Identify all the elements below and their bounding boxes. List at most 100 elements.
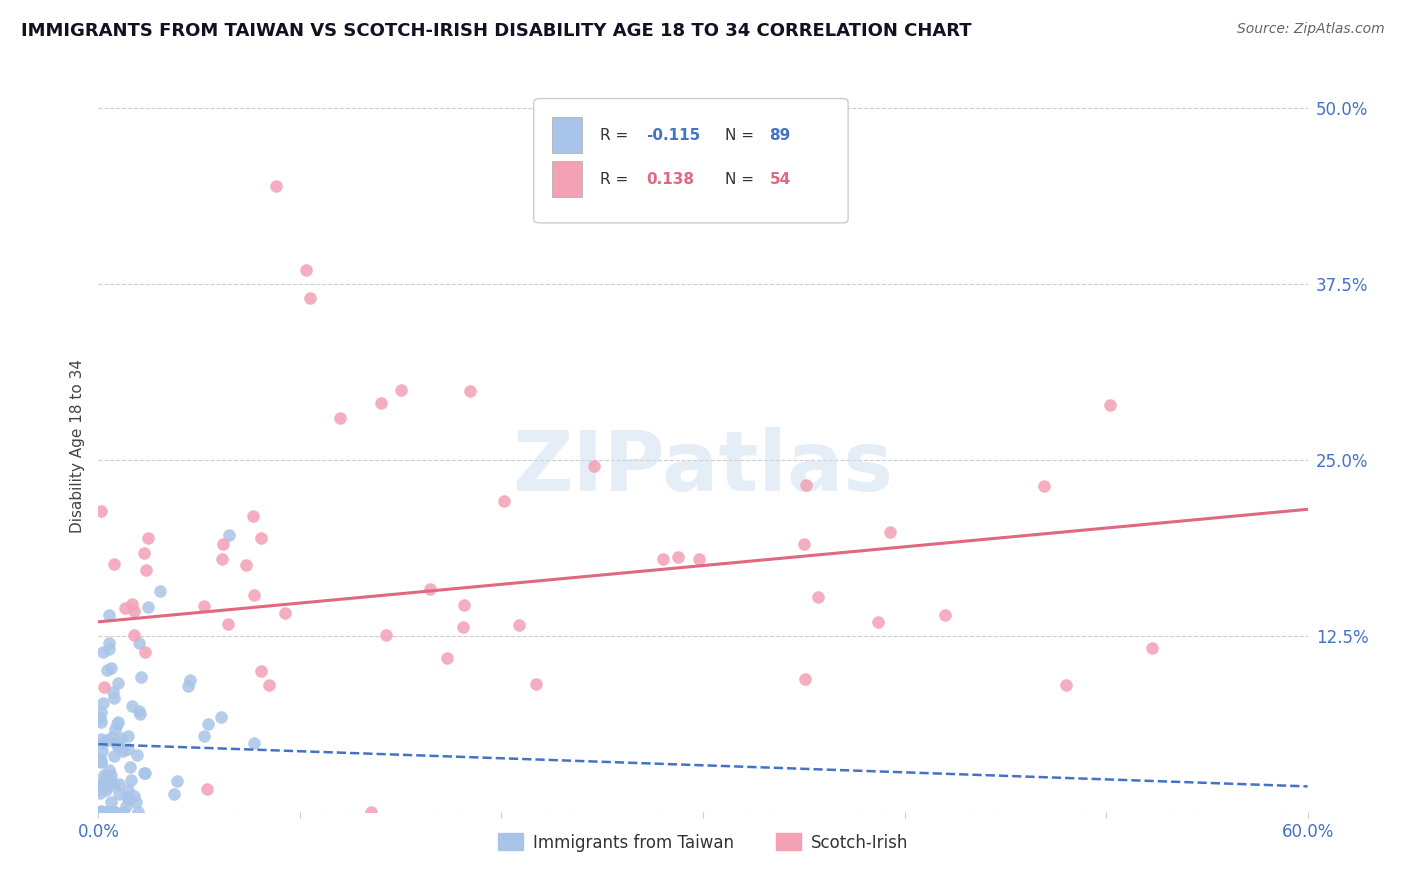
Point xyxy=(149,583,172,598)
Point xyxy=(211,552,233,566)
Point xyxy=(451,620,474,634)
Point xyxy=(129,670,152,684)
Point xyxy=(117,729,139,743)
Point xyxy=(111,805,134,819)
Point xyxy=(107,739,129,754)
Text: R =: R = xyxy=(600,128,633,143)
Point xyxy=(91,744,114,758)
Point xyxy=(211,537,233,551)
Text: Source: ZipAtlas.com: Source: ZipAtlas.com xyxy=(1237,22,1385,37)
Point xyxy=(91,645,114,659)
Point xyxy=(651,551,673,566)
Point xyxy=(100,774,122,789)
Point xyxy=(197,717,219,731)
Point xyxy=(107,715,129,730)
Point xyxy=(235,558,257,573)
Point xyxy=(193,729,215,743)
Point xyxy=(107,777,129,791)
Point xyxy=(97,777,120,791)
Point xyxy=(93,780,115,794)
Point xyxy=(89,782,111,797)
Point xyxy=(89,751,111,765)
Point xyxy=(793,673,815,687)
Legend: Immigrants from Taiwan, Scotch-Irish: Immigrants from Taiwan, Scotch-Irish xyxy=(491,827,915,858)
Point xyxy=(104,805,127,819)
Point xyxy=(90,504,112,518)
Point xyxy=(101,730,124,744)
Point xyxy=(94,774,117,789)
Point xyxy=(114,601,136,615)
Point xyxy=(273,606,295,620)
Point xyxy=(103,557,125,571)
Point xyxy=(934,607,956,622)
Point xyxy=(103,685,125,699)
Point xyxy=(107,738,129,752)
Point xyxy=(458,384,481,398)
Point xyxy=(94,805,117,819)
Point xyxy=(136,531,159,545)
Point xyxy=(807,590,830,604)
Text: 0.138: 0.138 xyxy=(647,171,695,186)
Text: 89: 89 xyxy=(769,128,790,143)
Point xyxy=(89,805,111,819)
Point xyxy=(103,691,125,706)
Point xyxy=(209,709,232,723)
Y-axis label: Disability Age 18 to 34: Disability Age 18 to 34 xyxy=(70,359,86,533)
Bar xyxy=(551,161,582,197)
Point xyxy=(89,776,111,790)
Point xyxy=(242,508,264,523)
Point xyxy=(90,804,112,818)
Point xyxy=(794,478,817,492)
Point xyxy=(90,755,112,769)
Point xyxy=(96,777,118,791)
Point xyxy=(103,778,125,792)
Point xyxy=(94,783,117,797)
Point xyxy=(218,528,240,542)
Point xyxy=(90,732,112,747)
Point xyxy=(163,788,186,802)
Point xyxy=(134,766,156,780)
Point xyxy=(100,661,122,675)
Point xyxy=(98,805,121,819)
Point xyxy=(105,736,128,750)
Point xyxy=(89,805,111,819)
Text: N =: N = xyxy=(724,171,759,186)
Point xyxy=(96,732,118,747)
Point xyxy=(1098,398,1121,412)
Point xyxy=(115,789,138,804)
Point xyxy=(107,676,129,690)
Point xyxy=(103,748,125,763)
Point xyxy=(1140,640,1163,655)
Point xyxy=(100,768,122,782)
Point xyxy=(93,768,115,782)
Point xyxy=(97,642,120,657)
Point xyxy=(90,754,112,768)
Point xyxy=(329,410,352,425)
Point xyxy=(257,678,280,692)
Point xyxy=(128,704,150,718)
Point xyxy=(1054,678,1077,692)
Point xyxy=(127,748,149,763)
Point xyxy=(419,582,441,596)
Point xyxy=(120,760,142,774)
Point xyxy=(110,731,132,746)
Point xyxy=(98,607,121,622)
Point xyxy=(879,524,901,539)
Point xyxy=(135,563,157,577)
Point xyxy=(93,680,115,694)
Point xyxy=(264,178,287,193)
Point xyxy=(360,805,382,819)
Point xyxy=(122,789,145,803)
Point xyxy=(118,792,141,806)
Point xyxy=(193,599,215,613)
Point xyxy=(91,805,114,819)
Point xyxy=(132,546,155,560)
Point xyxy=(90,715,112,730)
FancyBboxPatch shape xyxy=(534,99,848,223)
Text: 54: 54 xyxy=(769,171,790,186)
Point xyxy=(105,717,128,731)
Bar xyxy=(551,117,582,153)
Point xyxy=(370,396,392,410)
Point xyxy=(103,805,125,819)
Point xyxy=(868,615,890,629)
